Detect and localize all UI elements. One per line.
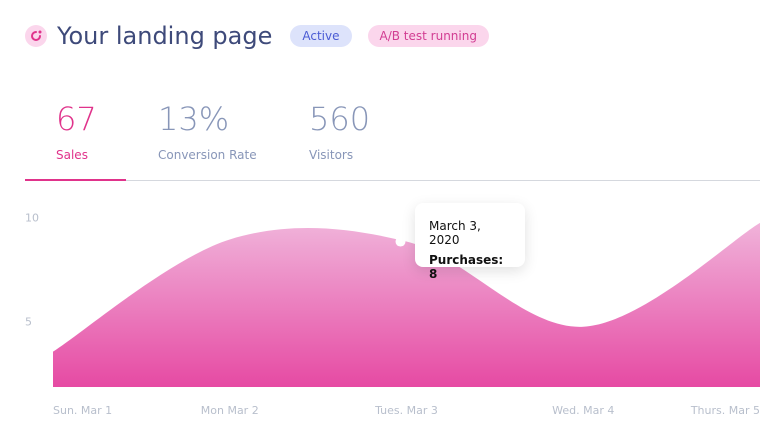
y-tick-label: 10 bbox=[25, 212, 39, 225]
tooltip-point bbox=[395, 236, 406, 247]
y-tick-label: 5 bbox=[25, 316, 32, 329]
status-badge[interactable]: Active bbox=[290, 25, 352, 47]
x-tick-label: Thurs. Mar 5 bbox=[690, 404, 760, 417]
stat-value: 560 bbox=[309, 100, 371, 138]
icon-glyph bbox=[31, 30, 42, 41]
x-tick-label: Sun. Mar 1 bbox=[53, 404, 112, 417]
tooltip: March 3, 2020 Purchases: 8 bbox=[415, 203, 525, 281]
stat-tab[interactable]: 13% Conversion Rate bbox=[158, 100, 257, 162]
active-tab-indicator bbox=[25, 179, 126, 181]
stat-label: Visitors bbox=[309, 148, 354, 162]
area bbox=[53, 222, 760, 387]
stat-label: Conversion Rate bbox=[158, 148, 257, 162]
x-tick-label: Wed. Mar 4 bbox=[552, 404, 614, 417]
stat-value: 67 bbox=[56, 100, 97, 138]
x-tick-label: Mon Mar 2 bbox=[201, 404, 259, 417]
header: Your landing page Active A/B test runnin… bbox=[25, 22, 489, 50]
stat-label: Sales bbox=[56, 148, 88, 162]
page-title: Your landing page bbox=[57, 22, 273, 50]
x-tick-label: Tues. Mar 3 bbox=[374, 404, 438, 417]
stat-value: 13% bbox=[158, 100, 230, 138]
tooltip-label: Purchases: 8 bbox=[429, 253, 504, 281]
tab-divider bbox=[25, 180, 760, 181]
icon bbox=[25, 25, 47, 47]
stat-tab[interactable]: 67 Sales bbox=[56, 100, 97, 162]
tooltip-title: March 3, 2020 bbox=[429, 219, 481, 247]
stat-tab[interactable]: 560 Visitors bbox=[309, 100, 370, 162]
test-badge[interactable]: A/B test running bbox=[367, 25, 489, 47]
